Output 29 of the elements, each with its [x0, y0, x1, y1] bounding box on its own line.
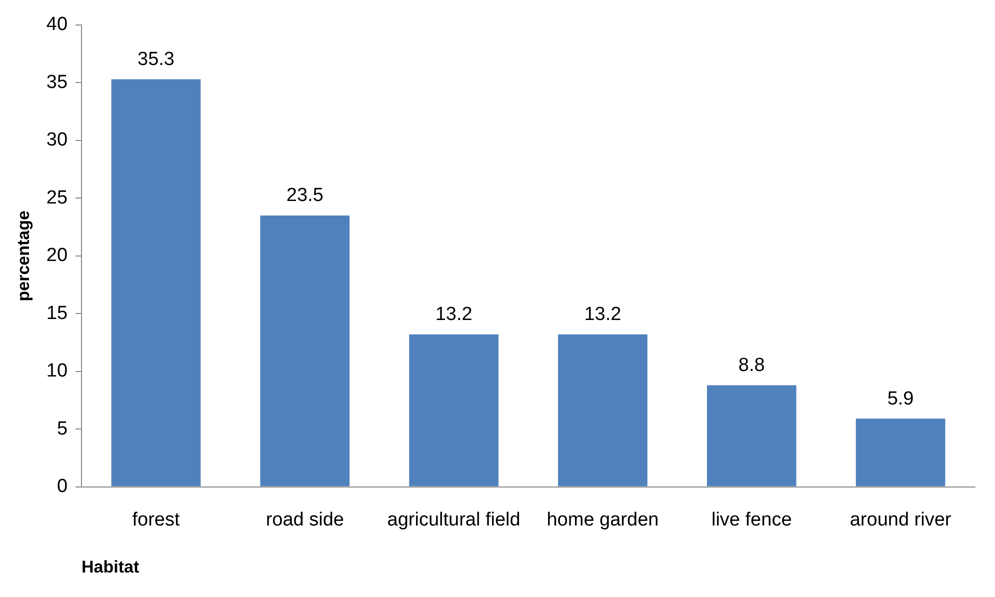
y-axis-title: percentage — [14, 210, 33, 302]
y-tick-label: 40 — [46, 14, 68, 36]
x-tick-label: road side — [266, 509, 344, 530]
data-label: 13.2 — [584, 304, 622, 326]
data-label: 35.3 — [137, 48, 174, 70]
x-tick-label: agricultural field — [387, 509, 520, 530]
bar — [409, 334, 498, 486]
x-tick-label: around river — [850, 509, 952, 530]
data-label: 23.5 — [286, 185, 324, 206]
y-tick-label: 15 — [46, 302, 68, 324]
data-label: 5.9 — [887, 388, 914, 410]
y-tick-label: 25 — [46, 187, 68, 208]
x-tick-label: live fence — [711, 509, 792, 530]
data-label: 8.8 — [738, 354, 765, 376]
bar — [856, 418, 946, 486]
y-tick-label: 5 — [56, 418, 68, 440]
data-label: 13.2 — [435, 304, 472, 326]
x-tick-label: home garden — [546, 509, 659, 530]
y-tick-label: 10 — [46, 360, 68, 382]
y-tick-label: 35 — [46, 72, 68, 93]
bar — [558, 334, 648, 486]
y-tick-label: 30 — [46, 130, 68, 151]
bar — [111, 79, 201, 486]
bar — [260, 215, 350, 486]
bar — [706, 385, 796, 486]
x-axis-title: Habitat — [82, 557, 140, 576]
y-tick-label: 20 — [46, 245, 68, 266]
x-tick-label: forest — [132, 509, 180, 530]
y-tick-label: 0 — [56, 476, 68, 498]
